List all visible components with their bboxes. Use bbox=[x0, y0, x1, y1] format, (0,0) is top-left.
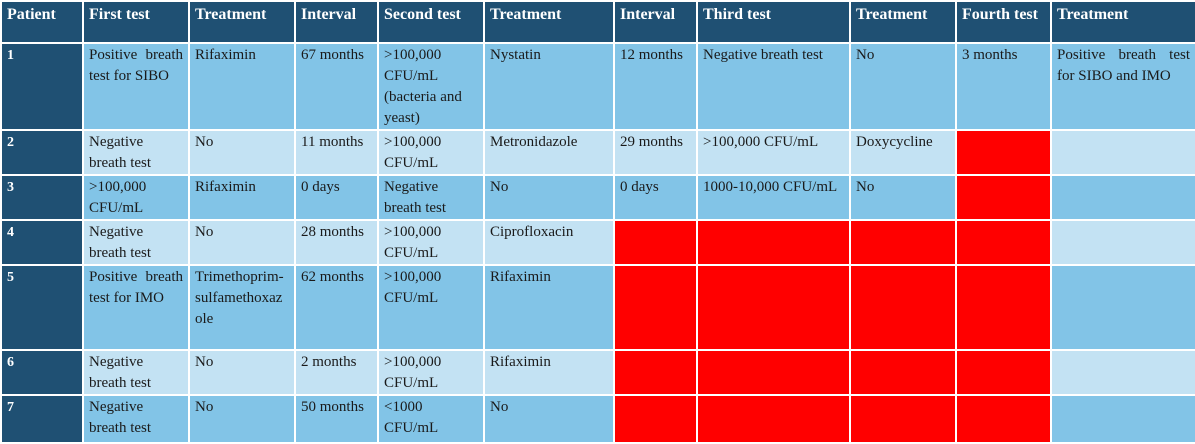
header-interval-2: Interval bbox=[613, 0, 698, 44]
second-test-cell: >100,000 CFU/mL bbox=[377, 349, 485, 396]
interval-2-cell: 29 months bbox=[613, 129, 698, 176]
third-test-cell: 1000-10,000 CFU/mL bbox=[696, 174, 851, 221]
treatment-4-cell bbox=[1050, 394, 1195, 444]
treatment-2-cell: Ciprofloxacin bbox=[483, 219, 615, 266]
treatment-4-cell bbox=[1050, 264, 1195, 351]
treatment-1-cell: No bbox=[188, 394, 296, 444]
treatment-1-cell: Rifaximin bbox=[188, 42, 296, 131]
treatment-3-cell: Doxycycline bbox=[849, 129, 957, 176]
third-test-cell: Negative breath test bbox=[696, 42, 851, 131]
second-test-cell: >100,000 CFU/mL bbox=[377, 264, 485, 351]
header-treatment-2: Treatment bbox=[483, 0, 615, 44]
not-applicable-cell bbox=[955, 264, 1052, 351]
header-patient: Patient bbox=[0, 0, 84, 44]
treatment-2-cell: Nystatin bbox=[483, 42, 615, 131]
table-row: 1 Positive breath test for SIBO Rifaximi… bbox=[0, 42, 1195, 131]
treatment-2-cell: Rifaximin bbox=[483, 349, 615, 396]
not-applicable-cell bbox=[955, 129, 1052, 176]
first-test-cell: >100,000 CFU/mL bbox=[82, 174, 190, 221]
header-interval-1: Interval bbox=[294, 0, 379, 44]
header-treatment-4: Treatment bbox=[1050, 0, 1195, 44]
interval-2-cell: 12 months bbox=[613, 42, 698, 131]
second-test-cell: <1000 CFU/mL bbox=[377, 394, 485, 444]
table-row: 2 Negative breath test No 11 months >100… bbox=[0, 129, 1195, 176]
first-test-cell: Negative breath test bbox=[82, 349, 190, 396]
header-first-test: First test bbox=[82, 0, 190, 44]
header-treatment-3: Treatment bbox=[849, 0, 957, 44]
second-test-cell: >100,000 CFU/mL bbox=[377, 219, 485, 266]
table-row: 5 Positive breath test for IMO Trimethop… bbox=[0, 264, 1195, 351]
interval-1-cell: 0 days bbox=[294, 174, 379, 221]
not-applicable-cell bbox=[696, 219, 851, 266]
not-applicable-cell bbox=[849, 264, 957, 351]
treatment-4-cell: Positive breath test for SIBO and IMO bbox=[1050, 42, 1195, 131]
second-test-cell: >100,000 CFU/mL bbox=[377, 129, 485, 176]
treatment-1-cell: Rifaximin bbox=[188, 174, 296, 221]
treatment-1-cell: No bbox=[188, 219, 296, 266]
table-row: 4 Negative breath test No 28 months >100… bbox=[0, 219, 1195, 266]
not-applicable-cell bbox=[696, 394, 851, 444]
interval-1-cell: 62 months bbox=[294, 264, 379, 351]
first-test-cell: Negative breath test bbox=[82, 129, 190, 176]
not-applicable-cell bbox=[849, 219, 957, 266]
not-applicable-cell bbox=[849, 394, 957, 444]
interval-1-cell: 67 months bbox=[294, 42, 379, 131]
header-second-test: Second test bbox=[377, 0, 485, 44]
third-test-cell: >100,000 CFU/mL bbox=[696, 129, 851, 176]
treatment-1-cell: Trimethoprim-sulfamethoxazole bbox=[188, 264, 296, 351]
treatment-2-cell: No bbox=[483, 174, 615, 221]
header-treatment-1: Treatment bbox=[188, 0, 296, 44]
fourth-test-cell: 3 months bbox=[955, 42, 1052, 131]
second-test-cell: Negative breath test bbox=[377, 174, 485, 221]
not-applicable-cell bbox=[613, 219, 698, 266]
table-row: 3 >100,000 CFU/mL Rifaximin 0 days Negat… bbox=[0, 174, 1195, 221]
not-applicable-cell bbox=[955, 349, 1052, 396]
treatment-3-cell: No bbox=[849, 42, 957, 131]
treatment-2-cell: Rifaximin bbox=[483, 264, 615, 351]
treatment-4-cell bbox=[1050, 349, 1195, 396]
not-applicable-cell bbox=[613, 394, 698, 444]
first-test-cell: Positive breath test for SIBO bbox=[82, 42, 190, 131]
header-third-test: Third test bbox=[696, 0, 851, 44]
first-test-cell: Negative breath test bbox=[82, 219, 190, 266]
interval-1-cell: 28 months bbox=[294, 219, 379, 266]
patient-id: 1 bbox=[0, 42, 84, 131]
second-test-cell: >100,000 CFU/mL (bacteria and yeast) bbox=[377, 42, 485, 131]
first-test-cell: Negative breath test bbox=[82, 394, 190, 444]
patient-id: 6 bbox=[0, 349, 84, 396]
interval-2-cell: 0 days bbox=[613, 174, 698, 221]
not-applicable-cell bbox=[696, 264, 851, 351]
treatment-4-cell bbox=[1050, 174, 1195, 221]
treatment-1-cell: No bbox=[188, 129, 296, 176]
treatment-2-cell: No bbox=[483, 394, 615, 444]
not-applicable-cell bbox=[955, 219, 1052, 266]
header-row: Patient First test Treatment Interval Se… bbox=[0, 0, 1195, 44]
not-applicable-cell bbox=[955, 174, 1052, 221]
header-fourth-test: Fourth test bbox=[955, 0, 1052, 44]
treatment-4-cell bbox=[1050, 129, 1195, 176]
treatment-1-cell: No bbox=[188, 349, 296, 396]
table-row: 7 Negative breath test No 50 months <100… bbox=[0, 394, 1195, 444]
not-applicable-cell bbox=[849, 349, 957, 396]
treatment-2-cell: Metronidazole bbox=[483, 129, 615, 176]
patient-id: 7 bbox=[0, 394, 84, 444]
interval-1-cell: 2 months bbox=[294, 349, 379, 396]
interval-1-cell: 11 months bbox=[294, 129, 379, 176]
not-applicable-cell bbox=[696, 349, 851, 396]
treatment-4-cell bbox=[1050, 219, 1195, 266]
patient-id: 2 bbox=[0, 129, 84, 176]
treatment-3-cell: No bbox=[849, 174, 957, 221]
table-row: 6 Negative breath test No 2 months >100,… bbox=[0, 349, 1195, 396]
patient-id: 4 bbox=[0, 219, 84, 266]
not-applicable-cell bbox=[955, 394, 1052, 444]
patient-id: 3 bbox=[0, 174, 84, 221]
first-test-cell: Positive breath test for IMO bbox=[82, 264, 190, 351]
not-applicable-cell bbox=[613, 349, 698, 396]
not-applicable-cell bbox=[613, 264, 698, 351]
interval-1-cell: 50 months bbox=[294, 394, 379, 444]
patient-id: 5 bbox=[0, 264, 84, 351]
